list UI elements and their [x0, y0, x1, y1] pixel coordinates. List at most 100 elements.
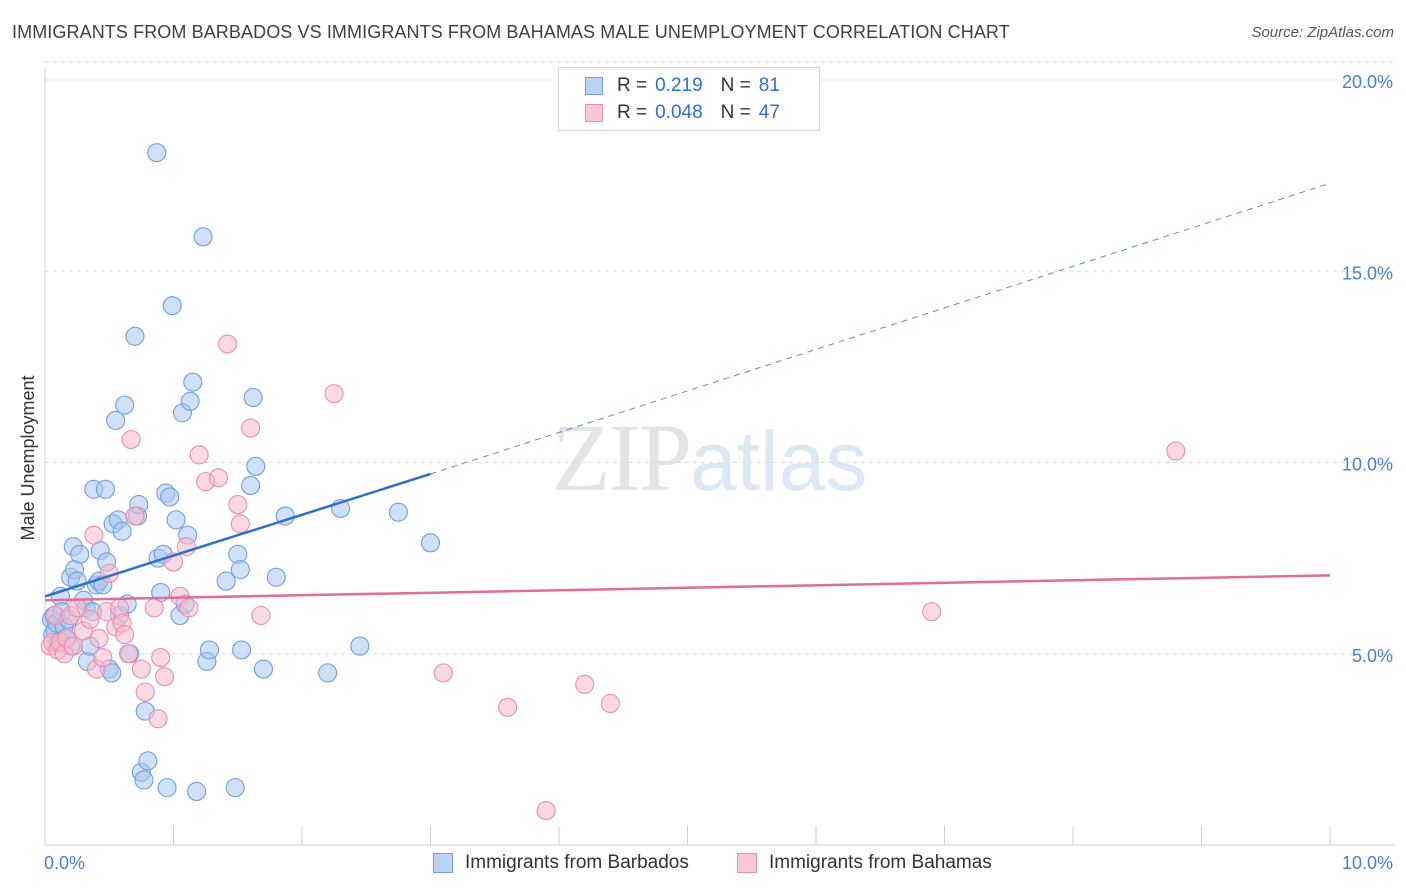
point-bahamas [230, 514, 250, 534]
watermark-zip: ZIP [552, 404, 692, 511]
legend-n-label: N = [720, 75, 751, 96]
legend-swatch-bahamas [585, 104, 603, 122]
y-tick-label: 5.0% [1352, 646, 1393, 666]
point-barbados [157, 778, 177, 798]
point-bahamas [80, 609, 100, 629]
point-bahamas [144, 598, 164, 618]
trend-line-barbados-extension [430, 182, 1331, 475]
x-tick-label: 0.0% [44, 853, 85, 873]
point-barbados [183, 372, 203, 392]
point-barbados [225, 778, 245, 798]
point-bahamas [125, 506, 145, 526]
legend-n-value-bahamas: 47 [758, 102, 780, 123]
point-bahamas [115, 625, 135, 645]
point-barbados [266, 567, 286, 587]
point-barbados [216, 571, 236, 591]
point-barbados [125, 326, 145, 346]
point-barbados [180, 391, 200, 411]
point-bahamas [922, 602, 942, 622]
y-axis-title: Male Unemployment [18, 375, 38, 540]
watermark: ZIPatlas [552, 402, 867, 513]
legend-n-value-barbados: 81 [758, 75, 780, 96]
point-barbados [193, 227, 213, 247]
point-bahamas [93, 648, 113, 668]
stats-legend: R = 0.219 N = 81 R = 0.048 N = 47 [558, 67, 820, 131]
legend-r-label: R = [617, 75, 648, 96]
point-barbados [187, 781, 207, 802]
point-barbados [350, 636, 370, 656]
point-bahamas [151, 648, 171, 668]
point-bahamas [63, 636, 83, 656]
point-bahamas [241, 418, 261, 438]
bottom-legend-label-barbados: Immigrants from Barbados [465, 852, 689, 873]
legend-row-barbados: R = 0.219 N = 81 [585, 74, 780, 98]
point-bahamas [148, 709, 168, 729]
point-barbados [134, 770, 154, 790]
point-barbados [160, 487, 180, 507]
point-bahamas [217, 334, 238, 354]
point-bahamas [433, 663, 453, 683]
point-barbados [106, 410, 126, 430]
point-bahamas [118, 644, 139, 664]
point-bahamas [324, 384, 344, 404]
trend-line-barbados [44, 472, 431, 598]
trend-lines [44, 182, 1331, 602]
point-bahamas [121, 429, 141, 450]
legend-r-value-barbados: 0.219 [655, 75, 703, 96]
point-barbados [138, 751, 158, 771]
point-barbados [162, 296, 182, 316]
bottom-legend-swatch-bahamas [737, 853, 757, 873]
point-barbados [147, 143, 167, 163]
legend-n-label: N = [720, 102, 751, 123]
point-barbados [232, 640, 252, 660]
point-barbados [318, 663, 338, 683]
point-barbados [230, 560, 250, 580]
point-bahamas [208, 468, 229, 488]
point-bahamas [600, 693, 620, 714]
point-bahamas [135, 682, 155, 702]
point-barbados [243, 387, 263, 408]
x-tick-label: 10.0% [1342, 853, 1393, 873]
point-barbados [115, 395, 135, 415]
point-barbados [199, 640, 220, 660]
point-barbados [388, 502, 408, 522]
bottom-legend-bahamas: Immigrants from Bahamas [737, 852, 992, 874]
y-tick-label: 20.0% [1342, 72, 1393, 92]
point-bahamas [251, 605, 271, 626]
point-bahamas [228, 495, 248, 515]
legend-swatch-barbados [585, 77, 603, 95]
chart-title: IMMIGRANTS FROM BARBADOS VS IMMIGRANTS F… [12, 22, 1010, 42]
point-bahamas [1166, 441, 1186, 461]
bottom-legend-label-bahamas: Immigrants from Bahamas [769, 852, 992, 873]
axes [44, 68, 1395, 846]
source-credit: Source: ZipAtlas.com [1251, 24, 1394, 41]
point-barbados [70, 544, 90, 564]
bottom-legend-swatch-barbados [433, 853, 453, 873]
point-bahamas [89, 628, 109, 649]
point-bahamas [84, 525, 104, 545]
watermark-atlas: atlas [690, 414, 868, 508]
y-tick-label: 10.0% [1342, 455, 1393, 475]
point-bahamas [189, 445, 209, 465]
point-bahamas [498, 697, 518, 717]
point-bahamas [131, 659, 151, 679]
point-barbados [166, 510, 186, 530]
point-bahamas [536, 801, 556, 821]
legend-row-bahamas: R = 0.048 N = 47 [585, 101, 780, 125]
legend-r-label: R = [617, 102, 648, 123]
point-bahamas [575, 674, 595, 694]
point-bahamas [154, 667, 175, 687]
legend-r-value-bahamas: 0.048 [655, 102, 703, 123]
axis-labels: 5.0% 10.0% 15.0% 20.0% 0.0% 10.0% Male Unemplo… [18, 72, 1393, 873]
data-points [40, 143, 1186, 821]
point-barbados [241, 475, 261, 496]
point-barbados [420, 533, 441, 553]
point-barbados [253, 659, 274, 679]
bottom-legend-barbados: Immigrants from Barbados [433, 852, 689, 874]
point-barbados [95, 479, 115, 499]
y-tick-label: 15.0% [1342, 263, 1393, 283]
point-barbados [246, 456, 266, 476]
point-barbados [112, 521, 132, 541]
point-bahamas [179, 598, 199, 618]
